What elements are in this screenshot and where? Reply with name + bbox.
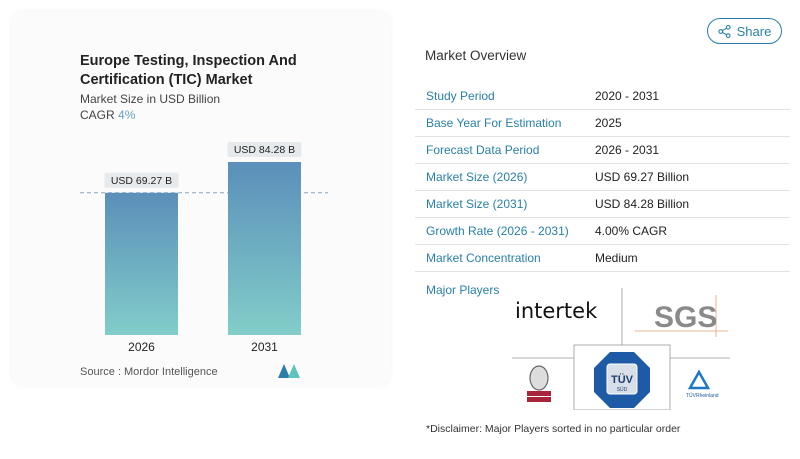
bar-2031 xyxy=(228,162,301,335)
table-row: Market Size (2031) USD 84.28 Billion xyxy=(415,191,790,218)
cagr-value: 4% xyxy=(118,108,136,122)
sgs-logo: SGS xyxy=(654,301,717,334)
share-label: Share xyxy=(736,23,772,39)
table-row: Market Concentration Medium xyxy=(415,245,790,272)
table-row: Growth Rate (2026 - 2031) 4.00% CAGR xyxy=(415,218,790,245)
table-row: Base Year For Estimation 2025 xyxy=(415,110,790,137)
row-key: Base Year For Estimation xyxy=(426,116,562,130)
overview-title: Market Overview xyxy=(425,48,527,63)
data-label: USD 69.27 B xyxy=(111,175,172,187)
data-label-bg xyxy=(227,142,302,157)
row-value: 4.00% CAGR xyxy=(595,224,668,238)
row-key: Market Size (2031) xyxy=(426,197,528,211)
chart-title: Europe Testing, Inspection And Certifica… xyxy=(80,53,297,88)
table-row: Study Period 2020 - 2031 xyxy=(415,83,790,110)
overview-table: Study Period 2020 - 2031 Base Year For Es… xyxy=(415,83,790,272)
tuv-sud-logo: TÜV SÜD xyxy=(594,352,650,408)
data-label: USD 84.28 B xyxy=(234,144,295,156)
row-key: Forecast Data Period xyxy=(426,143,540,157)
bar-chart: USD 69.27 B 2026 USD 84.28 B 2031 xyxy=(80,142,328,354)
row-value: USD 69.27 Billion xyxy=(595,170,690,184)
intertek-logo: intertek xyxy=(515,299,598,323)
svg-text:TÜV: TÜV xyxy=(611,373,634,386)
row-key: Study Period xyxy=(426,89,495,103)
bar-2026 xyxy=(105,192,178,335)
bureau-veritas-logo xyxy=(527,365,551,402)
row-value: USD 84.28 Billion xyxy=(595,197,690,211)
cagr-label: CAGR xyxy=(80,108,115,122)
cagr: CAGR 4% xyxy=(80,108,135,122)
table-row: Market Size (2026) USD 69.27 Billion xyxy=(415,164,790,191)
row-value: 2026 - 2031 xyxy=(595,143,660,157)
data-label-bg xyxy=(104,172,179,188)
major-players-label: Major Players xyxy=(426,283,500,297)
chart-subtitle: Market Size in USD Billion xyxy=(80,92,221,106)
mordor-logo-icon xyxy=(278,364,300,378)
x-tick-label: 2026 xyxy=(128,340,155,354)
row-key: Growth Rate (2026 - 2031) xyxy=(426,224,569,238)
chart-card xyxy=(12,12,390,385)
disclaimer: *Disclaimer: Major Players sorted in no … xyxy=(426,423,681,435)
row-key: Market Concentration xyxy=(426,251,541,265)
row-key: Market Size (2026) xyxy=(426,170,528,184)
tuv-rheinland-logo: TÜVRheinland xyxy=(686,369,719,399)
row-value: Medium xyxy=(595,251,638,265)
table-row: Forecast Data Period 2026 - 2031 xyxy=(415,137,790,164)
share-icon xyxy=(718,24,731,38)
share-button[interactable]: Share xyxy=(707,18,782,44)
row-value: 2025 xyxy=(595,116,622,130)
major-players-logos: intertek SGS TÜV SÜD TÜVRheinland xyxy=(512,288,730,410)
source-text: Source : Mordor Intelligence xyxy=(80,366,218,378)
svg-text:SÜD: SÜD xyxy=(617,386,628,393)
svg-text:TÜVRheinland: TÜVRheinland xyxy=(686,392,719,399)
x-tick-label: 2031 xyxy=(251,340,278,354)
row-value: 2020 - 2031 xyxy=(595,89,660,103)
